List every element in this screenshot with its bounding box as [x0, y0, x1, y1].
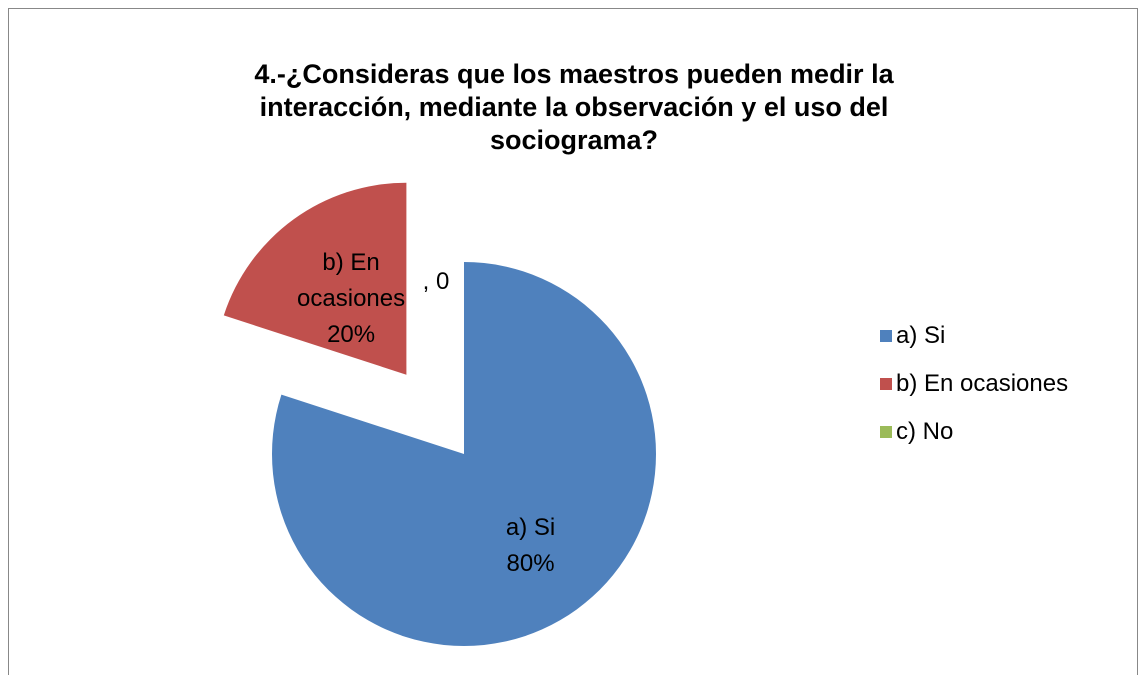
data-label-value: 20%: [327, 320, 376, 348]
legend-item: c) No: [880, 418, 953, 446]
data-label: b) En ocasiones 20%: [296, 245, 406, 353]
data-label: , 0: [406, 264, 466, 300]
legend-item: a) Si: [880, 322, 945, 350]
data-label: a) Si 80%: [471, 510, 591, 582]
data-label-value: 80%: [506, 549, 555, 577]
legend-label: c) No: [896, 418, 954, 445]
data-label-value: , 0: [422, 268, 450, 295]
legend-label: b) En ocasiones: [896, 370, 1069, 397]
pie-slice: [272, 262, 657, 646]
legend-swatch: [880, 426, 892, 438]
pie-slice: [223, 182, 407, 375]
legend-swatch: [880, 330, 892, 342]
data-label-category: a) Si: [505, 513, 556, 541]
chart-frame: [8, 8, 1138, 675]
legend-swatch: [880, 378, 892, 390]
legend-item: b) En ocasiones: [880, 370, 1068, 398]
legend-label: a) Si: [896, 322, 946, 349]
chart-title: 4.-¿Consideras que los maestros pueden m…: [254, 59, 894, 155]
data-label-category: b) En ocasiones: [297, 248, 406, 312]
